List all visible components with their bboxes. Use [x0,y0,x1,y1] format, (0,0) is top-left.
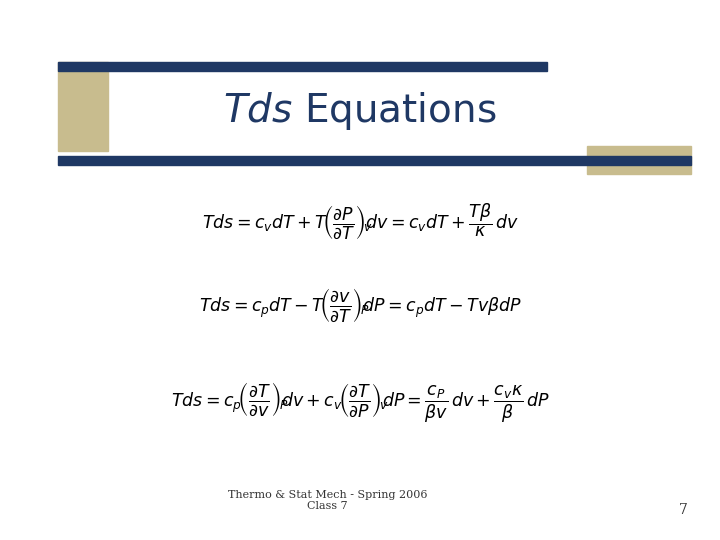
Text: $\mathit{Tds}$ $\rm{Equations}$: $\mathit{Tds}$ $\rm{Equations}$ [223,90,497,132]
Text: $Tds = c_v dT + T\!\left(\dfrac{\partial P}{\partial T}\right)_{\!v}\!\! dv = c_: $Tds = c_v dT + T\!\left(\dfrac{\partial… [202,201,518,241]
Text: $Tds = c_p\!\left(\dfrac{\partial T}{\partial v}\right)_{\!P}\!\! dv + c_v\!\lef: $Tds = c_p\!\left(\dfrac{\partial T}{\pa… [171,380,549,424]
Bar [58,62,108,151]
Text: Thermo & Stat Mech - Spring 2006
Class 7: Thermo & Stat Mech - Spring 2006 Class 7 [228,490,428,511]
Bar [58,62,547,71]
Text: 7: 7 [679,503,688,517]
Bar [58,156,691,165]
Text: $Tds = c_p dT - T\!\left(\dfrac{\partial v}{\partial T}\right)_{\!P}\!\! dP = c_: $Tds = c_p dT - T\!\left(\dfrac{\partial… [199,287,521,323]
Bar [587,146,691,174]
